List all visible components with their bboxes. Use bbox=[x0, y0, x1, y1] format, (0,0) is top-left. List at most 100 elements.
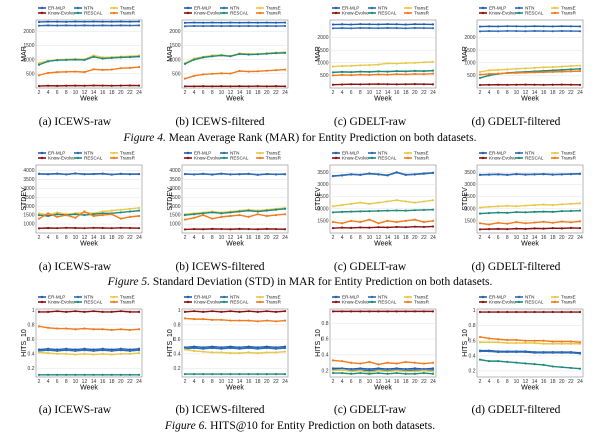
data-point bbox=[128, 56, 132, 59]
data-point bbox=[431, 219, 435, 222]
legend-label: RESCAL bbox=[230, 156, 249, 161]
data-point bbox=[238, 347, 241, 350]
y-axis-label: HITS_10 bbox=[167, 329, 174, 357]
legend-label: TransE bbox=[120, 295, 135, 300]
data-point bbox=[229, 85, 232, 88]
y-tick-label: 2000 bbox=[23, 204, 34, 210]
x-tick-label: 8 bbox=[65, 379, 68, 385]
data-point bbox=[404, 173, 407, 177]
x-tick-label: 18 bbox=[255, 379, 261, 385]
y-tick-label: 1000 bbox=[169, 57, 180, 63]
chart-panel: ER-MLP NTN TransE Know-Evolve RESCAL TransR 0.… bbox=[167, 295, 289, 392]
legend-label: ER-MLP bbox=[489, 151, 506, 156]
data-point bbox=[83, 349, 86, 352]
data-point bbox=[229, 24, 232, 28]
data-point bbox=[331, 220, 335, 224]
data-point bbox=[238, 85, 241, 88]
data-point bbox=[331, 227, 335, 230]
series-line bbox=[38, 207, 140, 216]
data-point bbox=[497, 173, 500, 176]
y-tick-label: 3000 bbox=[464, 182, 475, 188]
data-point bbox=[331, 83, 335, 86]
data-point bbox=[37, 20, 41, 24]
data-point bbox=[283, 51, 287, 54]
data-point bbox=[83, 24, 86, 27]
legend: ER-MLP NTN TransE Know-Evolve RESCAL TransR bbox=[184, 151, 282, 161]
data-point bbox=[128, 373, 132, 376]
data-point bbox=[211, 217, 214, 220]
data-point bbox=[359, 83, 362, 86]
data-point bbox=[128, 66, 132, 69]
legend-label: TransR bbox=[266, 156, 282, 161]
x-tick-label: 14 bbox=[237, 379, 243, 385]
data-point bbox=[331, 74, 335, 77]
panel-label: (a) ICEWS-raw bbox=[39, 404, 112, 416]
y-tick-label: 1500 bbox=[464, 218, 475, 224]
data-point bbox=[340, 73, 344, 77]
charts-layer: ER-MLP NTN TransE Know-Evolve RESCAL TransR 50… bbox=[21, 6, 584, 392]
data-point bbox=[247, 373, 250, 376]
data-point bbox=[569, 173, 573, 176]
y-tick-label: 1500 bbox=[464, 48, 475, 54]
data-point bbox=[524, 310, 527, 314]
y-tick-label: 1000 bbox=[23, 57, 34, 63]
x-tick-label: 20 bbox=[118, 379, 124, 385]
data-point bbox=[229, 228, 232, 231]
legend-marker bbox=[481, 156, 485, 160]
data-point bbox=[515, 205, 518, 208]
data-point bbox=[283, 310, 287, 313]
data-point bbox=[101, 172, 104, 175]
data-point bbox=[274, 214, 278, 217]
data-point bbox=[331, 65, 335, 68]
x-tick-label: 22 bbox=[127, 379, 133, 385]
data-point bbox=[487, 69, 491, 72]
data-point bbox=[101, 214, 104, 217]
data-point bbox=[74, 310, 77, 313]
data-point bbox=[359, 367, 362, 370]
data-point bbox=[46, 84, 50, 87]
legend-label: TransR bbox=[120, 156, 136, 161]
x-axis-label: Week bbox=[521, 385, 539, 392]
data-point bbox=[569, 366, 573, 370]
data-point bbox=[533, 66, 536, 69]
data-point bbox=[533, 25, 536, 28]
legend-label: ER-MLP bbox=[194, 151, 211, 156]
legend-marker bbox=[222, 295, 226, 299]
data-point bbox=[569, 342, 573, 345]
caption-text: HITS@10 for Entity Prediction on both da… bbox=[207, 420, 435, 432]
data-point bbox=[515, 29, 518, 33]
y-tick-label: 3500 bbox=[464, 170, 475, 176]
data-point bbox=[478, 173, 482, 177]
series-line bbox=[184, 213, 286, 221]
series-line bbox=[38, 84, 140, 87]
data-point bbox=[515, 83, 518, 86]
data-point bbox=[229, 373, 232, 376]
series-line bbox=[332, 171, 434, 177]
data-point bbox=[274, 351, 278, 354]
data-point bbox=[395, 70, 398, 73]
y-tick-label: 2000 bbox=[169, 29, 180, 35]
series-line bbox=[480, 341, 580, 345]
data-point bbox=[395, 367, 398, 370]
data-point bbox=[119, 217, 122, 220]
legend-marker bbox=[258, 6, 262, 10]
legend-label: NTN bbox=[230, 151, 239, 156]
data-point bbox=[37, 214, 41, 217]
data-point bbox=[359, 70, 362, 73]
legend-label: TransR bbox=[120, 300, 136, 305]
legend-marker bbox=[40, 6, 44, 10]
data-point bbox=[92, 349, 95, 353]
data-point bbox=[265, 227, 268, 230]
legend-marker bbox=[517, 6, 521, 10]
data-point bbox=[46, 24, 50, 27]
data-point bbox=[192, 173, 196, 176]
data-point bbox=[110, 373, 113, 376]
y-tick-label: 1500 bbox=[169, 43, 180, 49]
x-tick-label: 10 bbox=[219, 235, 225, 241]
data-point bbox=[368, 218, 371, 221]
legend-marker bbox=[258, 151, 262, 155]
y-tick-label: 3500 bbox=[23, 177, 34, 183]
data-point bbox=[137, 209, 141, 212]
data-point bbox=[478, 25, 482, 28]
data-point bbox=[192, 373, 196, 376]
